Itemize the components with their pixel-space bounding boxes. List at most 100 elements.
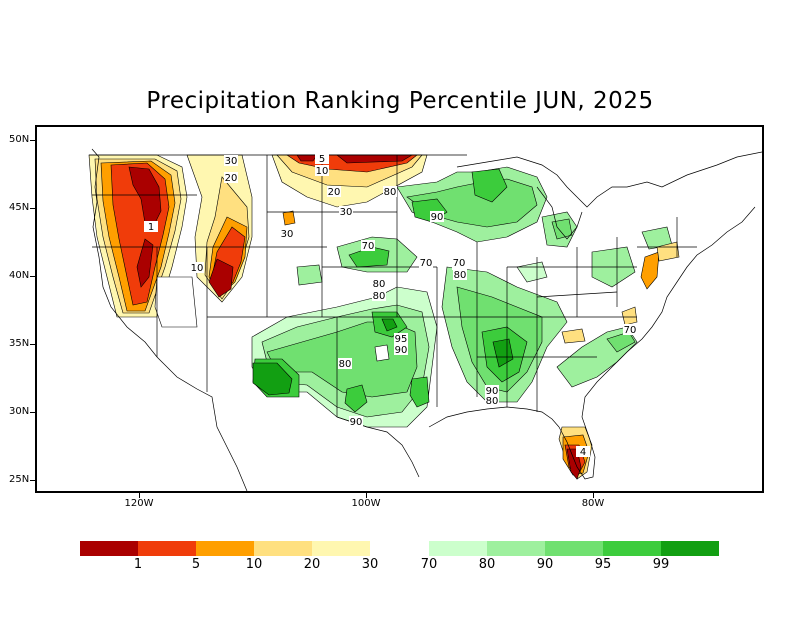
- wet-spot: [296, 264, 323, 286]
- lat-tick: [30, 344, 35, 345]
- lat-label-50n: 50N: [9, 134, 30, 145]
- legend-label: 99: [652, 557, 670, 572]
- dry-region-northwest: [136, 238, 154, 288]
- contour-label: 80: [384, 187, 397, 198]
- legend-swatch-dry-1: [80, 541, 138, 556]
- dry-spot: [282, 210, 296, 226]
- legend-label: 90: [536, 557, 554, 572]
- legend-label: 95: [594, 557, 612, 572]
- contour-label-bg: [339, 206, 353, 217]
- contour-label-bg: [430, 211, 444, 222]
- map-title: Precipitation Ranking Percentile JUN, 20…: [146, 88, 654, 114]
- contour-label-bg: [224, 155, 238, 166]
- legend-label: 5: [191, 557, 201, 572]
- contour-label-bg: [327, 186, 341, 197]
- contour-label: 30: [225, 156, 238, 167]
- lat-label-40n: 40N: [9, 270, 30, 281]
- contour-label-bg: [224, 172, 238, 183]
- dry-spot: [640, 251, 660, 290]
- contour-label-bg: [485, 395, 499, 406]
- lat-tick: [30, 140, 35, 141]
- contour-label: 10: [191, 263, 204, 274]
- lat-label-25n: 25N: [9, 474, 30, 485]
- wet-region-east: [606, 331, 636, 353]
- contour-label: 4: [580, 447, 586, 458]
- legend-swatch-dry-3: [196, 541, 254, 556]
- lat-tick: [30, 276, 35, 277]
- contour-label-bg: [338, 358, 352, 369]
- contour-label: 95: [395, 334, 408, 345]
- contour-label-bg: [372, 278, 386, 289]
- coastline: [558, 206, 756, 480]
- legend-swatch-wet-4: [603, 541, 661, 556]
- coastline: [428, 406, 560, 428]
- lat-tick: [30, 480, 35, 481]
- legend-label: 1: [133, 557, 143, 572]
- no-data-region: [154, 276, 198, 328]
- lat-tick: [30, 412, 35, 413]
- legend-swatch-wet-3: [545, 541, 603, 556]
- lon-label-80w: 80W: [581, 498, 605, 509]
- contour-label-bg: [485, 385, 499, 396]
- contour-label: 90: [431, 212, 444, 223]
- contour-label-bg: [315, 165, 329, 176]
- legend-label: 30: [361, 557, 379, 572]
- wet-region-east: [516, 261, 548, 283]
- legend-label: 80: [478, 557, 496, 572]
- contour-label: 20: [225, 173, 238, 184]
- wet-spot: [409, 376, 430, 408]
- contour-label-bg: [361, 240, 375, 251]
- legend-swatch-wet-2: [487, 541, 545, 556]
- contour-label-bg: [315, 153, 329, 164]
- lon-label-120w: 120W: [124, 498, 154, 509]
- great-lakes: [456, 151, 762, 208]
- dry-spot: [621, 306, 638, 326]
- wet-region-southwest: [252, 362, 293, 396]
- wet-region-east: [551, 218, 573, 240]
- legend-swatch-dry-4: [254, 541, 312, 556]
- legend-swatch-wet-1: [429, 541, 487, 556]
- contour-label: 30: [281, 229, 294, 240]
- contour-label: 70: [624, 325, 637, 336]
- contour-label: 80: [339, 359, 352, 370]
- contour-label-bg: [372, 290, 386, 301]
- contour-label: 80: [454, 270, 467, 281]
- legend-label: 20: [303, 557, 321, 572]
- dry-region-intermountain: [208, 258, 234, 298]
- wet-region-upper-midwest: [471, 168, 508, 203]
- contour-label: 80: [373, 291, 386, 302]
- contour-label-bg: [623, 324, 637, 335]
- no-data-spot: [374, 344, 390, 362]
- legend-swatch-dry-5: [312, 541, 370, 556]
- contour-label: 90: [350, 417, 363, 428]
- contour-label-layer: 3020110305102030809070707080808095908090…: [144, 153, 637, 458]
- legend-swatch-dry-2: [138, 541, 196, 556]
- contour-label-bg: [190, 262, 204, 273]
- dry-spot: [561, 328, 586, 344]
- contour-label-bg: [280, 228, 294, 239]
- contour-label: 20: [328, 187, 341, 198]
- lat-label-30n: 30N: [9, 406, 30, 417]
- contour-label-bg: [394, 333, 408, 344]
- contour-label: 70: [420, 258, 433, 269]
- great-lakes: [536, 186, 583, 240]
- legend-label: 70: [420, 557, 438, 572]
- wet-spot: [381, 318, 398, 332]
- contour-label: 80: [373, 279, 386, 290]
- contour-label-bg: [383, 186, 397, 197]
- legend-swatch-wet-5: [661, 541, 719, 556]
- lat-label-35n: 35N: [9, 338, 30, 349]
- lon-tick: [139, 493, 140, 498]
- contour-label: 70: [453, 258, 466, 269]
- wet-region-south-central: [492, 338, 514, 368]
- contour-label: 90: [395, 345, 408, 356]
- lat-tick: [30, 208, 35, 209]
- contour-label-bg: [576, 446, 590, 457]
- boundary-layer: [89, 148, 762, 491]
- lat-label-45n: 45N: [9, 202, 30, 213]
- wet-spot: [344, 384, 368, 413]
- contour-label: 70: [362, 241, 375, 252]
- lon-tick: [366, 493, 367, 498]
- contour-label: 5: [319, 154, 325, 165]
- map-panel: 3020110305102030809070707080808095908090…: [35, 125, 764, 493]
